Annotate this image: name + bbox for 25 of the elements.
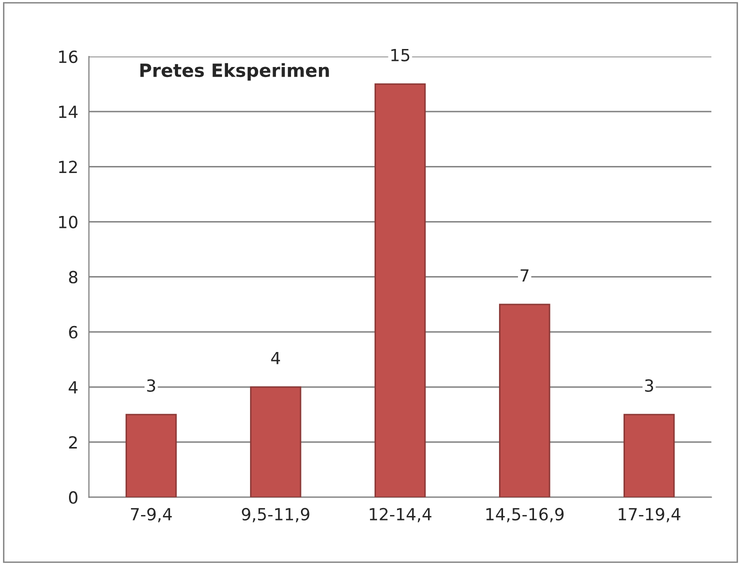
y-tick-label: 14 bbox=[59, 106, 78, 118]
chart-title: Pretes Eksperimen bbox=[140, 63, 329, 81]
y-tick-label: 2 bbox=[69, 436, 77, 448]
y-tick-label: 16 bbox=[59, 50, 78, 64]
data-label: 15 bbox=[391, 48, 410, 62]
y-tick-label: 12 bbox=[59, 160, 77, 174]
y-tick-label: 8 bbox=[69, 270, 78, 284]
data-label: 4 bbox=[271, 352, 280, 364]
x-tick-label: 14,5-16,9 bbox=[486, 508, 564, 522]
x-tick-label: 17-19,4 bbox=[618, 508, 680, 522]
x-tick-label: 7-9,4 bbox=[130, 508, 172, 522]
bar bbox=[126, 414, 177, 498]
x-tick-label: 12-14,4 bbox=[370, 508, 432, 522]
bar bbox=[499, 304, 550, 498]
y-tick-label: 4 bbox=[68, 381, 78, 394]
bar bbox=[624, 414, 675, 498]
data-label: 7 bbox=[520, 269, 529, 282]
data-label: 3 bbox=[645, 379, 654, 392]
y-tick-label: 6 bbox=[69, 326, 78, 339]
y-tick-label: 0 bbox=[69, 491, 78, 504]
bar bbox=[374, 83, 426, 498]
y-tick-label: 10 bbox=[59, 216, 78, 228]
data-label: 3 bbox=[147, 379, 156, 392]
x-tick-label: 9,5-11,9 bbox=[242, 508, 310, 522]
bar bbox=[250, 386, 302, 498]
